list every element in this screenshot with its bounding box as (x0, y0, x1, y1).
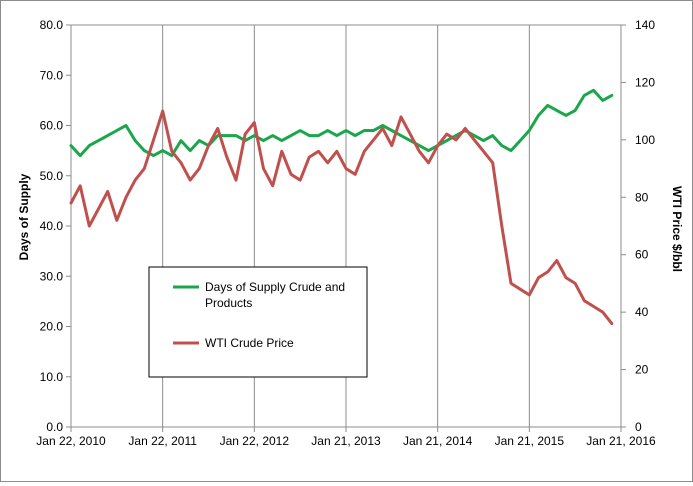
x-tick-label-0: Jan 22, 2010 (36, 434, 106, 448)
right-axis-title: WTI Price $/bbl (670, 186, 684, 272)
x-tick-label-6: Jan 21, 2016 (586, 434, 656, 448)
legend-box (148, 266, 368, 378)
right-y-axis-ticks: 0 20 40 60 80 100 120 140 (621, 18, 655, 434)
y-left-tick-label-1: 10.0 (40, 370, 64, 384)
y-right-tick-label-7: 140 (635, 18, 655, 32)
series-line-1 (69, 109, 614, 326)
x-tick-label-1: Jan 22, 2011 (128, 434, 197, 448)
x-axis-ticks: Jan 22, 2010 Jan 22, 2011 Jan 22, 2012 Jan … (36, 427, 656, 448)
y-right-tick-label-3: 60 (635, 248, 649, 262)
y-right-tick-label-6: 120 (635, 75, 655, 89)
y-right-tick-label-5: 100 (635, 133, 655, 147)
y-left-tick-label-6: 60.0 (40, 119, 64, 133)
y-left-tick-label-2: 20.0 (40, 320, 64, 334)
legend-label-days-of-supply-line2: Products (205, 296, 252, 310)
x-tick-label-3: Jan 21, 2013 (311, 434, 381, 448)
legend-label-wti: WTI Crude Price (205, 336, 294, 350)
x-tick-label-5: Jan 21, 2015 (495, 434, 565, 448)
y-left-tick-label-8: 80.0 (40, 18, 64, 32)
y-right-tick-label-0: 0 (635, 420, 642, 434)
series-lines (69, 88, 614, 326)
left-y-axis-ticks: 0.0 10.0 20.0 30.0 40.0 50.0 60.0 70.0 80.0 (40, 18, 71, 434)
legend: Days of Supply Crude and Products WTI Cr… (148, 266, 368, 378)
x-tick-label-4: Jan 21, 2014 (403, 434, 473, 448)
x-tick-label-2: Jan 22, 2012 (220, 434, 290, 448)
y-right-tick-label-1: 20 (635, 363, 649, 377)
y-right-tick-label-4: 80 (635, 190, 649, 204)
y-right-tick-label-2: 40 (635, 305, 649, 319)
series-line-0 (69, 88, 614, 158)
y-left-tick-label-3: 30.0 (40, 269, 64, 283)
y-left-tick-label-7: 70.0 (40, 68, 64, 82)
y-left-tick-label-4: 40.0 (40, 219, 64, 233)
left-axis-title: Days of Supply (17, 173, 31, 260)
y-left-tick-label-0: 0.0 (46, 420, 63, 434)
y-left-tick-label-5: 50.0 (40, 169, 64, 183)
legend-label-days-of-supply-line1: Days of Supply Crude and (205, 280, 345, 294)
